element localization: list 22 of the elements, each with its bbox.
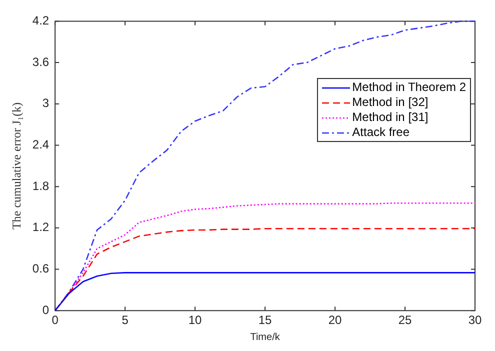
y-tick-label: 1.8 (32, 178, 50, 193)
legend-label: Attack free (352, 125, 410, 140)
y-axis-title: The cumulative error J₁(k) (9, 102, 24, 230)
x-tick-label: 10 (188, 313, 202, 328)
legend-label: Method in [32] (352, 95, 428, 110)
y-tick-label: 1.2 (32, 220, 50, 234)
y-tick-label: 2.4 (32, 138, 50, 152)
y-tick-label: 3 (42, 96, 50, 110)
x-tick-label: 30 (468, 313, 482, 328)
x-tick-label: 0 (52, 313, 59, 328)
x-tick-label: 15 (258, 313, 272, 328)
y-tick-label: 0 (42, 302, 50, 317)
x-tick-label: 5 (122, 313, 129, 328)
x-axis-title: Time/k (250, 332, 281, 343)
x-tick-label: 25 (398, 313, 412, 328)
legend-label: Method in Theorem 2 (352, 80, 466, 95)
y-tick-label: 0.6 (32, 262, 50, 276)
x-tick-label: 20 (328, 313, 342, 328)
legend-label: Method in [31] (352, 110, 428, 125)
line-series (54, 20, 476, 312)
y-tick-label: 3.6 (32, 54, 50, 69)
y-tick-label: 4.2 (32, 14, 50, 28)
